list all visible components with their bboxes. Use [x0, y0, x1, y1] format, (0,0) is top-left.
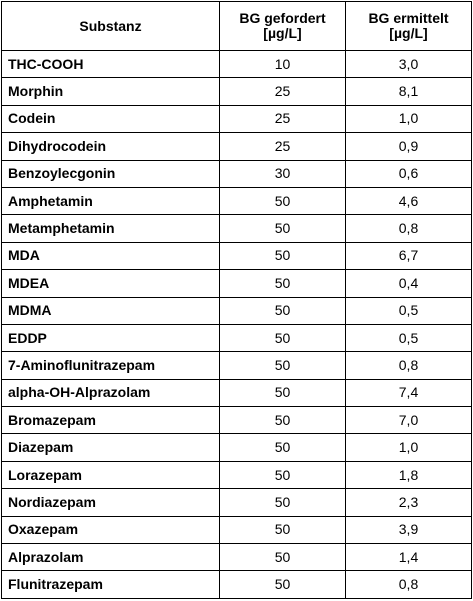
table-row: Bromazepam 50 7,0 — [1, 406, 472, 435]
required-limit-cell: 25 — [219, 77, 346, 106]
determined-limit-cell: 1,8 — [345, 460, 472, 490]
substance-cell: MDMA — [1, 296, 220, 325]
substance-cell: MDA — [1, 241, 220, 271]
determined-limit-cell: 6,7 — [345, 241, 472, 271]
table-row: Metamphetamin 50 0,8 — [1, 214, 472, 243]
table-row: MDMA 50 0,5 — [1, 296, 472, 325]
substance-cell: Diazepam — [1, 433, 220, 462]
determined-limit-cell: 3,9 — [345, 515, 472, 545]
determined-limit-cell: 1,4 — [345, 543, 472, 572]
substance-cell: Flunitrazepam — [1, 570, 220, 599]
table-row: Alprazolam 50 1,4 — [1, 543, 472, 572]
table-row: EDDP 50 0,5 — [1, 323, 472, 353]
required-limit-cell: 50 — [219, 214, 346, 243]
table-row: Flunitrazepam 50 0,8 — [1, 570, 472, 599]
substance-cell: Amphetamin — [1, 186, 220, 216]
header-determined-limit: BG ermittelt [µg/L] — [345, 1, 472, 51]
determined-limit-cell: 0,5 — [345, 323, 472, 353]
table-row: alpha-OH-Alprazolam 50 7,4 — [1, 378, 472, 408]
substance-cell: 7-Aminoflunitrazepam — [1, 351, 220, 380]
determined-limit-cell: 1,0 — [345, 433, 472, 462]
substance-cell: Alprazolam — [1, 543, 220, 572]
required-limit-cell: 50 — [219, 186, 346, 216]
substance-cell: MDEA — [1, 269, 220, 298]
table-row: Nordiazepam 50 2,3 — [1, 488, 472, 517]
substance-cell: Oxazepam — [1, 515, 220, 545]
table-row: Morphin 25 8,1 — [1, 77, 472, 106]
substance-cell: Codein — [1, 104, 220, 134]
table-row: THC-COOH 10 3,0 — [1, 49, 472, 79]
determined-limit-cell: 4,6 — [345, 186, 472, 216]
header-determined-label: BG ermittelt — [368, 10, 449, 26]
table-row: Codein 25 1,0 — [1, 104, 472, 134]
determined-limit-cell: 2,3 — [345, 488, 472, 517]
table-row: Lorazepam 50 1,8 — [1, 460, 472, 490]
substance-cell: Nordiazepam — [1, 488, 220, 517]
substance-cell: Lorazepam — [1, 460, 220, 490]
determined-limit-cell: 7,0 — [345, 406, 472, 435]
table-row: Oxazepam 50 3,9 — [1, 515, 472, 545]
substance-cell: THC-COOH — [1, 49, 220, 79]
substance-cell: alpha-OH-Alprazolam — [1, 378, 220, 408]
table-body: THC-COOH 10 3,0 Morphin 25 8,1 Codein 25 1,0 Dihy… — [1, 49, 472, 599]
table-row: 7-Aminoflunitrazepam 50 0,8 — [1, 351, 472, 380]
determined-limit-cell: 0,8 — [345, 570, 472, 599]
required-limit-cell: 50 — [219, 241, 346, 271]
substance-cell: Benzoylecgonin — [1, 159, 220, 188]
required-limit-cell: 25 — [219, 132, 346, 161]
header-row: Substanz BG gefordert [µg/L] BG ermittel… — [1, 1, 472, 51]
required-limit-cell: 50 — [219, 460, 346, 490]
required-limit-cell: 10 — [219, 49, 346, 79]
determined-limit-cell: 0,4 — [345, 269, 472, 298]
determined-limit-cell: 0,9 — [345, 132, 472, 161]
header-required-label: BG gefordert — [239, 10, 326, 26]
table-row: Benzoylecgonin 30 0,6 — [1, 159, 472, 188]
header-required-limit: BG gefordert [µg/L] — [219, 1, 346, 51]
required-limit-cell: 50 — [219, 351, 346, 380]
determined-limit-cell: 8,1 — [345, 77, 472, 106]
determined-limit-cell: 3,0 — [345, 49, 472, 79]
substance-cell: Bromazepam — [1, 406, 220, 435]
table-row: MDEA 50 0,4 — [1, 269, 472, 298]
determined-limit-cell: 0,8 — [345, 351, 472, 380]
required-limit-cell: 25 — [219, 104, 346, 134]
required-limit-cell: 50 — [219, 543, 346, 572]
substance-cell: Morphin — [1, 77, 220, 106]
table-header: Substanz BG gefordert [µg/L] BG ermittel… — [1, 1, 472, 51]
determined-limit-cell: 1,0 — [345, 104, 472, 134]
substance-cell: EDDP — [1, 323, 220, 353]
required-limit-cell: 30 — [219, 159, 346, 188]
required-limit-cell: 50 — [219, 488, 346, 517]
header-determined-unit: [µg/L] — [389, 25, 428, 41]
determined-limit-cell: 0,5 — [345, 296, 472, 325]
required-limit-cell: 50 — [219, 269, 346, 298]
required-limit-cell: 50 — [219, 378, 346, 408]
required-limit-cell: 50 — [219, 433, 346, 462]
substance-cell: Metamphetamin — [1, 214, 220, 243]
table-row: Dihydrocodein 25 0,9 — [1, 132, 472, 161]
table-row: Amphetamin 50 4,6 — [1, 186, 472, 216]
header-required-unit: [µg/L] — [263, 25, 302, 41]
determined-limit-cell: 0,6 — [345, 159, 472, 188]
table-row: MDA 50 6,7 — [1, 241, 472, 271]
table-row: Diazepam 50 1,0 — [1, 433, 472, 462]
required-limit-cell: 50 — [219, 515, 346, 545]
required-limit-cell: 50 — [219, 323, 346, 353]
required-limit-cell: 50 — [219, 570, 346, 599]
required-limit-cell: 50 — [219, 296, 346, 325]
header-substance: Substanz — [1, 1, 220, 51]
determined-limit-cell: 0,8 — [345, 214, 472, 243]
required-limit-cell: 50 — [219, 406, 346, 435]
determined-limit-cell: 7,4 — [345, 378, 472, 408]
substance-cell: Dihydrocodein — [1, 132, 220, 161]
